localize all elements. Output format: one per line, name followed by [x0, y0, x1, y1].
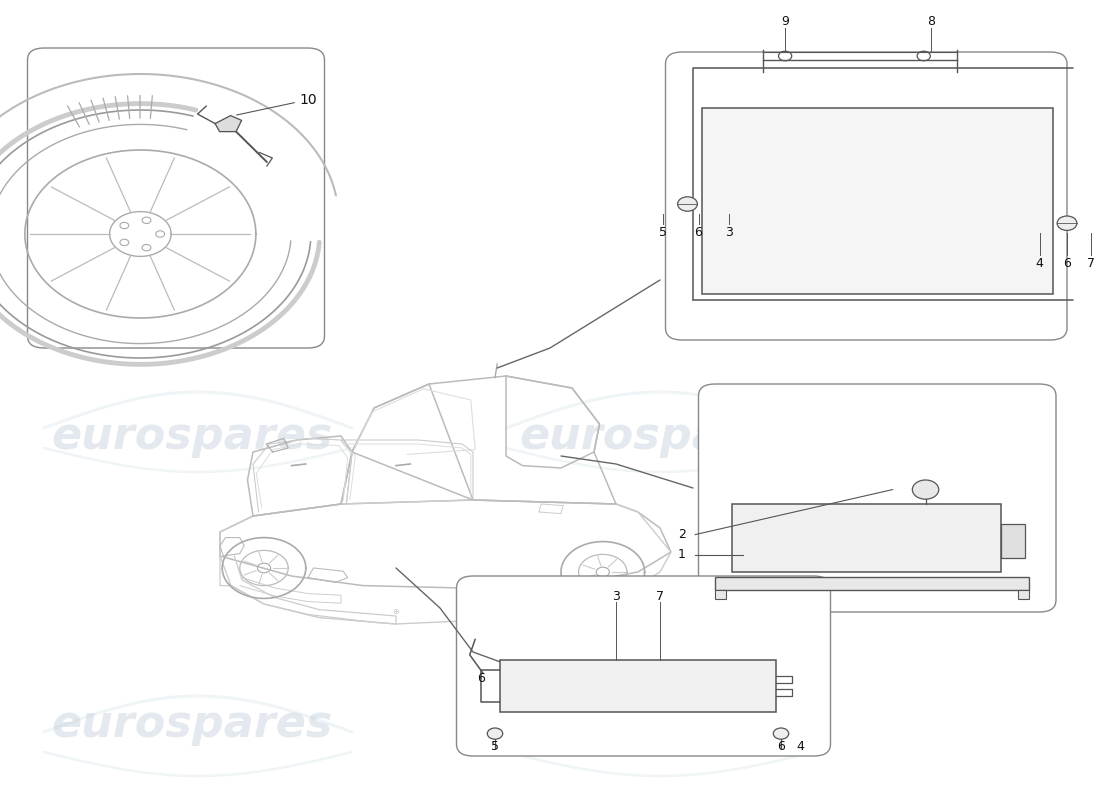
Circle shape	[773, 728, 789, 739]
Circle shape	[912, 480, 938, 499]
Text: 8: 8	[927, 15, 935, 28]
Text: 6: 6	[1063, 257, 1071, 270]
Text: 1: 1	[678, 549, 686, 562]
Text: eurospares: eurospares	[519, 414, 801, 458]
Text: eurospares: eurospares	[519, 702, 801, 746]
Text: 5: 5	[491, 740, 499, 753]
FancyBboxPatch shape	[1018, 590, 1028, 599]
FancyBboxPatch shape	[698, 384, 1056, 612]
Text: 7: 7	[656, 590, 664, 602]
Circle shape	[1057, 216, 1077, 230]
Text: eurospares: eurospares	[52, 702, 333, 746]
FancyBboxPatch shape	[500, 660, 776, 712]
FancyBboxPatch shape	[666, 52, 1067, 340]
Text: ⊕: ⊕	[393, 607, 399, 617]
Text: 7: 7	[1087, 257, 1096, 270]
FancyBboxPatch shape	[715, 577, 1028, 590]
Text: 3: 3	[725, 226, 734, 238]
Text: 6: 6	[476, 671, 485, 685]
Text: 9: 9	[781, 15, 789, 28]
Text: 6: 6	[777, 740, 785, 753]
Circle shape	[678, 197, 697, 211]
Text: 2: 2	[678, 528, 686, 541]
Text: 4: 4	[1035, 257, 1044, 270]
Circle shape	[487, 728, 503, 739]
FancyBboxPatch shape	[702, 108, 1053, 294]
Polygon shape	[216, 115, 242, 131]
FancyBboxPatch shape	[732, 504, 1001, 572]
Text: 6: 6	[694, 226, 703, 238]
FancyBboxPatch shape	[1001, 525, 1025, 558]
Text: eurospares: eurospares	[52, 414, 333, 458]
Text: 10: 10	[236, 93, 318, 115]
FancyBboxPatch shape	[456, 576, 830, 756]
Text: 5: 5	[659, 226, 668, 238]
FancyBboxPatch shape	[715, 590, 726, 599]
Text: 4: 4	[796, 740, 805, 753]
Text: 3: 3	[612, 590, 620, 602]
FancyBboxPatch shape	[28, 48, 324, 348]
